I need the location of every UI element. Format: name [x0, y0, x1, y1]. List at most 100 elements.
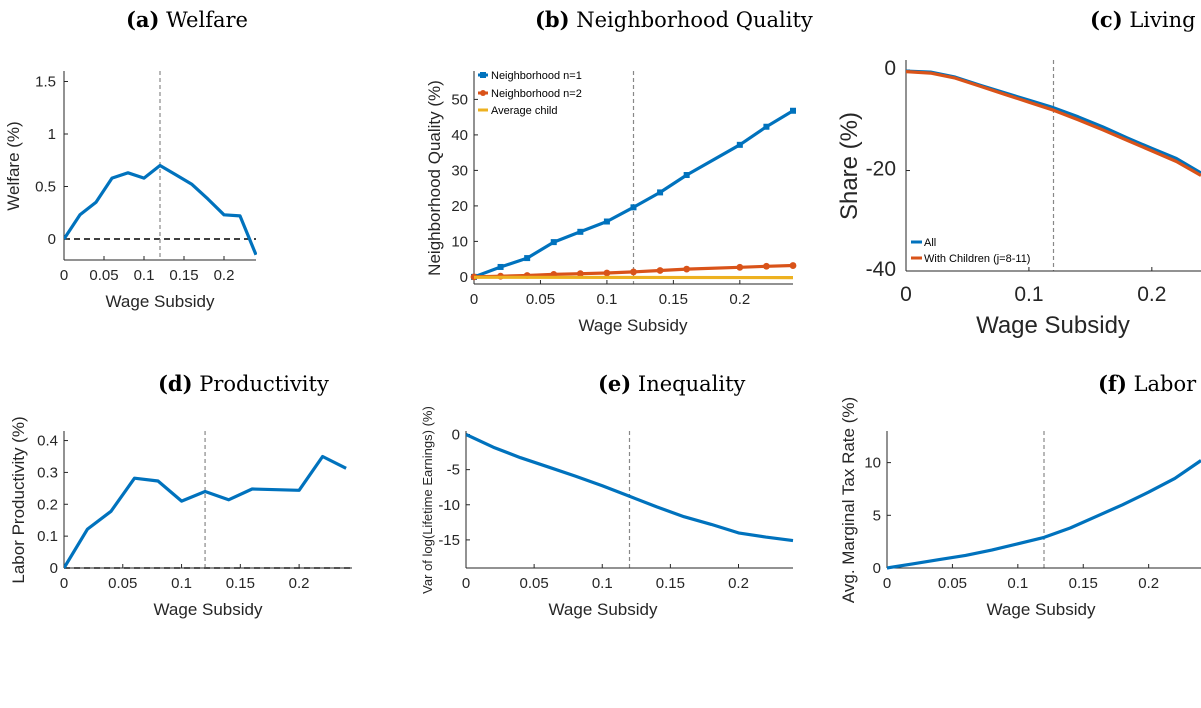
chart-title-main: Welfare [166, 8, 248, 32]
x-tick-label: 0.15 [169, 267, 198, 284]
x-tick-label: 0.2 [1138, 575, 1159, 592]
series-line-2 [474, 263, 794, 279]
series-line-1 [64, 454, 347, 569]
y-tick-label: 10 [451, 233, 468, 250]
chart-title: (a) Welfare [126, 7, 248, 32]
x-tick-label: 0.1 [1014, 283, 1043, 306]
data-point [789, 262, 797, 269]
x-tick-label: 0.1 [171, 575, 192, 592]
series-line-1 [906, 69, 1201, 175]
chart-title-label: (a) [126, 7, 159, 32]
data-point [763, 123, 770, 130]
y-tick-label: 40 [451, 127, 468, 144]
x-axis-label: Wage Subsidy [106, 292, 215, 311]
x-tick-label: 0.2 [1137, 283, 1166, 306]
y-tick-label: 0 [48, 231, 56, 248]
chart-title: (c) Living in n = 2 [1090, 7, 1201, 32]
legend-marker [480, 90, 486, 96]
chart-title-text [1123, 8, 1130, 32]
y-tick-label: 0 [460, 269, 468, 286]
chart-panel-1: (a) Welfare 0 0.05 0.1 0.15 0.2 0 0.5 1 1.5 Wage S… [4, 7, 257, 311]
data-point [603, 218, 610, 225]
y-axis-label: Avg. Marginal Tax Rate (%) [839, 397, 858, 603]
x-tick-label: 0.05 [108, 575, 137, 592]
data-point [630, 204, 637, 211]
y-axis-label: Var of log(Lifetime Earnings) (%) [420, 406, 435, 594]
y-tick-label: 0.4 [37, 433, 58, 450]
chart-title: (e) Inequality [598, 371, 746, 396]
legend: Neighborhood n=1 Neighborhood n=2 Average … [478, 70, 582, 117]
y-tick-label: 0 [884, 57, 896, 80]
x-tick-label: 0.15 [226, 575, 255, 592]
x-tick-label: 0.05 [520, 575, 549, 592]
series-line-2 [906, 70, 1201, 177]
y-tick-label: 20 [451, 198, 468, 215]
chart-title-main: Inequality [638, 372, 746, 396]
chart-title-main: Neighborhood Quality [576, 8, 813, 32]
legend-marker [480, 72, 486, 78]
y-tick-label: 0.5 [35, 179, 56, 196]
y-axis-label: Neighborhood Quality (%) [425, 80, 444, 276]
x-tick-label: 0.2 [729, 291, 750, 308]
data-point [790, 107, 796, 114]
y-tick-label: 0 [873, 560, 881, 577]
chart-title-text [193, 372, 200, 396]
y-tick-label: 5 [873, 507, 881, 524]
x-tick-label: 0.15 [1069, 575, 1098, 592]
x-tick-label: 0.2 [728, 575, 749, 592]
x-tick-label: 0.05 [89, 267, 118, 284]
y-tick-label: 0.3 [37, 464, 58, 481]
data-point [577, 228, 584, 235]
data-point [576, 270, 584, 278]
chart-panel-6: (f) Labor Tax Rate 0 0.05 0.1 0.15 0.2 0 5 10 Wag… [839, 371, 1201, 619]
chart-panel-5: (e) Inequality 0 0.05 0.1 0.15 0.2 -15 -10 -5 0 Wa… [420, 371, 794, 619]
x-axis-label: Wage Subsidy [579, 316, 688, 335]
x-tick-label: 0.1 [592, 575, 613, 592]
data-point [683, 172, 690, 179]
x-tick-label: 0 [470, 291, 478, 308]
y-axis-label: Share (%) [836, 112, 863, 220]
y-tick-label: -10 [438, 497, 460, 514]
y-tick-label: 1 [48, 126, 56, 143]
data-point [657, 189, 664, 196]
chart-panel-4: (d) Productivity 0 0.05 0.1 0.15 0.2 0 0.1 0.2 0.… [9, 371, 352, 619]
data-point [763, 262, 770, 270]
y-tick-label: 0.2 [37, 496, 58, 513]
x-tick-label: 0.05 [526, 291, 555, 308]
legend: All With Children (j=8-11) [911, 237, 1030, 265]
x-tick-label: 0 [60, 575, 68, 592]
x-tick-label: 0 [900, 283, 912, 306]
chart-title-text [570, 8, 577, 32]
y-tick-label: 0 [50, 560, 58, 577]
chart-title: (b) Neighborhood Quality [535, 7, 813, 32]
y-tick-label: -40 [866, 258, 896, 281]
chart-title-main: Labor Tax Rate [1134, 372, 1201, 396]
data-point [630, 268, 637, 276]
data-point [656, 267, 664, 274]
y-tick-label: 0.1 [37, 528, 58, 545]
series-line-1 [64, 163, 257, 256]
data-point [683, 265, 691, 273]
x-tick-label: 0.15 [656, 575, 685, 592]
chart-panel-2: (b) Neighborhood Quality 0 0.05 0.1 0.15 0.2 0… [425, 7, 813, 335]
chart-title-main: Living in [1129, 8, 1201, 32]
x-tick-label: 0.1 [1007, 575, 1028, 592]
chart-title: (d) Productivity [158, 371, 329, 396]
x-axis-label: Wage Subsidy [549, 600, 658, 619]
legend-label: Neighborhood n=2 [491, 88, 582, 100]
chart-title: (f) Labor Tax Rate [1098, 371, 1201, 396]
x-tick-label: 0 [883, 575, 891, 592]
y-axis-label: Welfare (%) [4, 121, 23, 210]
x-axis-label: Wage Subsidy [976, 312, 1130, 339]
x-tick-label: 0.05 [938, 575, 967, 592]
x-tick-label: 0.2 [289, 575, 310, 592]
y-tick-label: 10 [864, 455, 881, 472]
x-tick-label: 0 [462, 575, 470, 592]
series-line-1 [474, 109, 794, 279]
chart-title-label: (b) [535, 7, 570, 32]
legend-label: With Children (j=8-11) [924, 253, 1030, 265]
data-point [603, 269, 611, 277]
x-tick-label: 0.1 [134, 267, 155, 284]
y-tick-label: 1.5 [35, 74, 56, 91]
